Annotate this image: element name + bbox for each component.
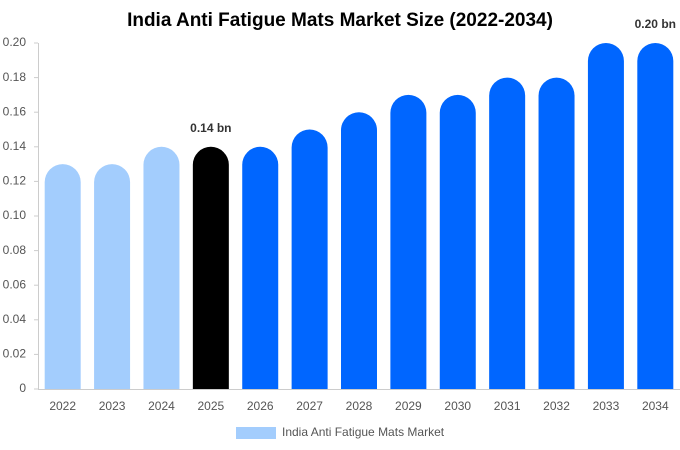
x-tick-label: 2033 [593, 399, 620, 413]
y-tick-label: 0 [19, 381, 26, 395]
y-tick-label: 0.04 [3, 312, 27, 326]
bar [44, 164, 81, 389]
bar [637, 43, 674, 389]
bar [291, 129, 328, 389]
x-tick-label: 2030 [444, 399, 471, 413]
y-tick-label: 0.20 [3, 35, 27, 49]
x-tick-label: 2032 [543, 399, 570, 413]
x-tick-label: 2028 [346, 399, 373, 413]
bar [489, 77, 526, 389]
x-tick-label: 2025 [197, 399, 224, 413]
x-tick-label: 2026 [247, 399, 274, 413]
x-tick-label: 2023 [99, 399, 126, 413]
bar [143, 146, 180, 389]
bar [538, 77, 575, 389]
x-tick-label: 2029 [395, 399, 422, 413]
value-label: 0.14 bn [190, 121, 231, 135]
bar [94, 164, 131, 389]
y-tick-label: 0.08 [3, 243, 27, 257]
legend-label: India Anti Fatigue Mats Market [282, 425, 445, 439]
bar [587, 43, 624, 389]
y-tick-label: 0.12 [3, 174, 27, 188]
x-tick-label: 2022 [49, 399, 76, 413]
y-tick-label: 0.14 [3, 139, 27, 153]
x-tick-label: 2027 [296, 399, 323, 413]
bar [341, 112, 377, 389]
y-tick-label: 0.02 [3, 347, 27, 361]
y-tick-label: 0.10 [3, 208, 27, 222]
x-tick-label: 2034 [642, 399, 669, 413]
bar [192, 146, 229, 389]
bar [390, 94, 427, 389]
bar [242, 146, 279, 389]
x-tick-label: 2024 [148, 399, 175, 413]
bar [439, 94, 476, 389]
y-tick-label: 0.06 [3, 277, 27, 291]
y-tick-label: 0.18 [3, 70, 27, 84]
chart-title: India Anti Fatigue Mats Market Size (202… [127, 10, 553, 31]
y-tick-label: 0.16 [3, 104, 27, 118]
value-label: 0.20 bn [635, 17, 676, 31]
x-tick-label: 2031 [494, 399, 521, 413]
legend-swatch [236, 427, 276, 439]
